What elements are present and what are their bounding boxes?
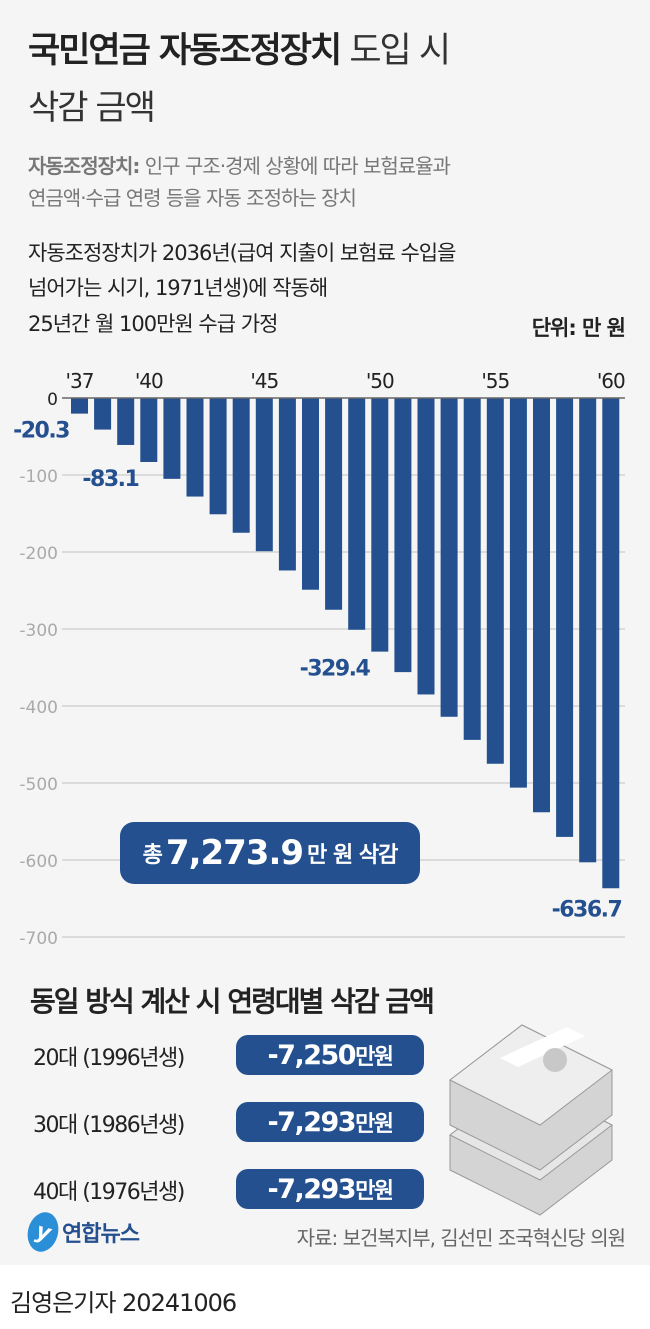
bar: [509, 398, 527, 788]
bar: [602, 398, 620, 889]
age-row-value: -7,293 만원: [236, 1169, 424, 1209]
total-value: 7,273.9: [165, 833, 304, 873]
bar: [117, 398, 135, 445]
bar: [440, 398, 458, 717]
bar: [302, 398, 319, 590]
logo-text: 연합뉴스: [62, 1222, 140, 1247]
title-light: 도입 시: [349, 31, 451, 71]
y-tick-label: -100: [19, 467, 58, 487]
age-row-value: -7,250 만원: [236, 1035, 424, 1075]
data-label: -20.3: [13, 419, 69, 444]
bar: [371, 398, 389, 652]
bar: [348, 398, 366, 630]
assumption-line2: 넘어가는 시기, 1971년생)에 작동해: [28, 276, 328, 300]
source-text: 자료: 보건복지부, 김선민 조국혁신당 의원: [296, 1226, 626, 1250]
x-tick-label: '40: [135, 369, 163, 393]
data-label: -329.4: [300, 657, 371, 682]
yonhap-logo: y 연합뉴스: [23, 1208, 140, 1256]
bar: [556, 398, 574, 837]
bar: [533, 398, 550, 813]
bar: [140, 398, 158, 462]
unit-label: 단위: 만 원: [531, 316, 626, 340]
definition-term: 자동조정장치:: [28, 154, 140, 178]
bar: [486, 398, 504, 764]
bar: [417, 398, 435, 695]
bar: [232, 398, 250, 533]
age-section-title: 동일 방식 계산 시 연령대별 삭감 금액: [30, 985, 435, 1018]
value-unit: 만원: [355, 1179, 394, 1204]
bar: [325, 398, 343, 610]
assumption-line1: 자동조정장치가 2036년(급여 지출이 보험료 수입을: [28, 241, 456, 265]
bar: [255, 398, 273, 552]
total-prefix: 총: [142, 843, 163, 868]
definition-line1: 자동조정장치: 인구 구조·경제 상황에 따라 보험료율과: [28, 150, 451, 179]
bar: [209, 398, 227, 515]
age-row-label: 20대 (1996년생): [33, 1046, 185, 1071]
data-label: -636.7: [552, 897, 622, 922]
total-suffix: 만 원 삭감: [307, 843, 398, 868]
x-tick-label: '45: [250, 369, 278, 393]
bar: [278, 398, 296, 571]
value-number: -7,293: [267, 1106, 356, 1138]
bar-chart: 0 -100 -200 -300 -400 -500 -600 -700 '37 -20.3 '40…: [13, 369, 626, 949]
age-row-label: 40대 (1976년생): [33, 1180, 185, 1205]
bar: [579, 398, 597, 863]
yonhap-logo-icon: y: [23, 1208, 63, 1256]
x-tick-label: '37: [66, 369, 94, 393]
value-unit: 만원: [355, 1112, 394, 1137]
title-bold: 국민연금 자동조정장치: [28, 31, 342, 71]
x-tick-label: '55: [481, 369, 509, 393]
value-number: -7,250: [267, 1039, 356, 1071]
title: 국민연금 자동조정장치 도입 시: [28, 22, 451, 73]
y-tick-label: -700: [19, 929, 58, 949]
age-row-label: 30대 (1986년생): [33, 1113, 185, 1138]
data-label: -83.1: [82, 467, 138, 492]
y-tick-label: -400: [19, 698, 58, 718]
y-tick-label: 0: [47, 390, 58, 410]
total-badge: 총 7,273.9 만 원 삭감: [120, 822, 420, 884]
y-tick-label: -600: [19, 852, 58, 872]
x-tick-label: '50: [366, 369, 394, 393]
bar: [94, 398, 112, 430]
x-tick-label: '60: [597, 369, 625, 393]
age-row-value: -7,293 만원: [236, 1102, 424, 1142]
byline: 김영은기자 20241006: [10, 1289, 237, 1317]
bar: [71, 398, 88, 414]
definition-line2: 연금액·수급 연령 등을 자동 조정하는 장치: [28, 186, 357, 210]
assumption-line3: 25년간 월 100만원 수급 가정: [28, 312, 278, 336]
bar: [186, 398, 204, 497]
bar: [463, 398, 481, 740]
y-tick-label: -200: [19, 544, 58, 564]
y-tick-label: -300: [19, 621, 58, 641]
bar: [163, 398, 181, 479]
value-unit: 만원: [355, 1045, 394, 1070]
definition-text: 인구 구조·경제 상황에 따라 보험료율과: [144, 154, 451, 178]
title-line2: 삭감 금액: [28, 88, 156, 128]
y-tick-label: -500: [19, 775, 58, 795]
bar: [394, 398, 412, 673]
value-number: -7,293: [267, 1173, 356, 1205]
